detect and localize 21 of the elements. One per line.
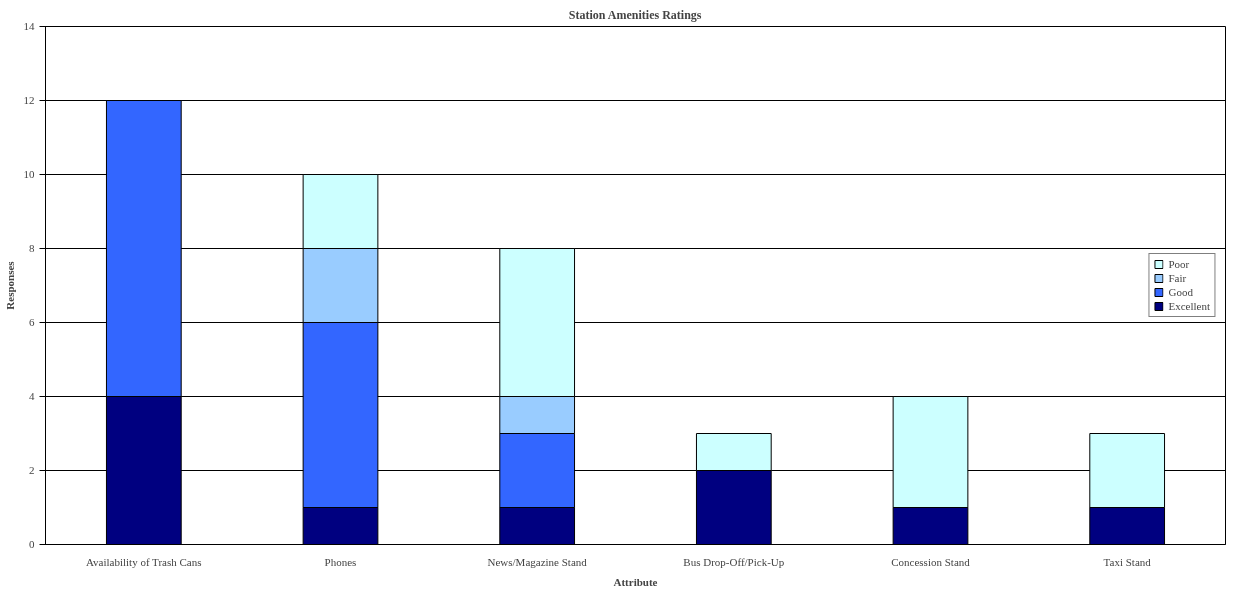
x-tick-label: Bus Drop-Off/Pick-Up xyxy=(683,555,785,568)
y-tick-label: 10 xyxy=(23,168,35,180)
x-tick-label: News/Magazine Stand xyxy=(487,555,588,568)
legend-label: Poor xyxy=(1168,258,1190,270)
y-tick-label: 0 xyxy=(29,538,35,550)
legend-label: Good xyxy=(1168,286,1193,298)
chart-title: Station Amenities Ratings xyxy=(568,7,702,22)
x-tick-label: Concession Stand xyxy=(891,555,971,568)
legend-label: Excellent xyxy=(1168,300,1210,312)
y-tick-label: 2 xyxy=(29,464,35,476)
legend-label: Fair xyxy=(1168,272,1188,284)
y-tick-label: 6 xyxy=(29,316,35,328)
y-tick-label: 4 xyxy=(29,390,35,402)
y-tick-label: 14 xyxy=(23,20,35,32)
y-tick-label: 12 xyxy=(23,94,35,106)
x-axis-title: Attribute xyxy=(613,575,658,588)
y-axis-title: Responses xyxy=(3,260,16,310)
y-tick-label: 8 xyxy=(29,242,35,254)
x-tick-label: Availability of Trash Cans xyxy=(85,555,202,568)
x-tick-label: Taxi Stand xyxy=(1103,555,1152,568)
x-tick-label: Phones xyxy=(324,555,357,568)
